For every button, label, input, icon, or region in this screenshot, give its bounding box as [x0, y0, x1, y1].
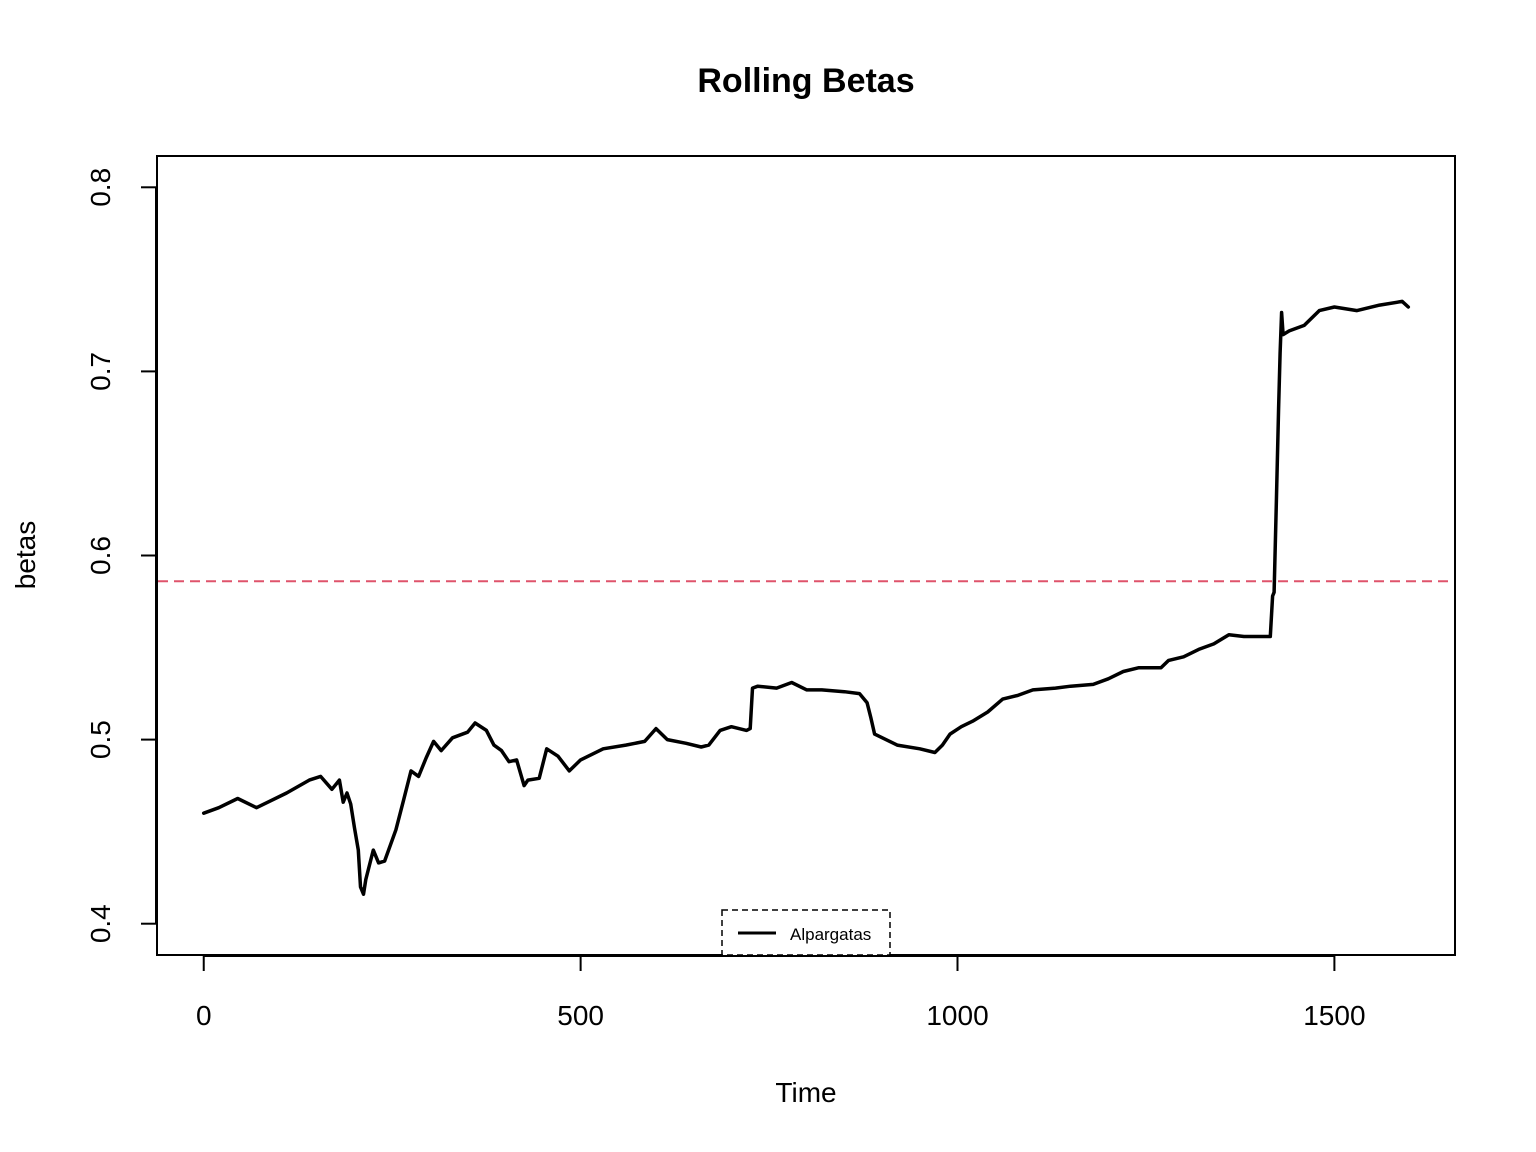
plot-frame: [156, 155, 1456, 956]
series-line-alpargatas: [201, 299, 1411, 896]
x-tick-label: 1000: [926, 1000, 988, 1031]
series-layer: [201, 299, 1411, 896]
x-tick-label: 0: [196, 1000, 212, 1031]
y-tick-label: 0.8: [85, 168, 116, 207]
x-tick-label: 500: [557, 1000, 604, 1031]
y-tick-label: 0.7: [85, 352, 116, 391]
x-axis-label: Time: [775, 1077, 836, 1108]
x-tick-label: 1500: [1303, 1000, 1365, 1031]
x-axis: 0 500 1000 1500: [196, 955, 1366, 1031]
y-tick-label: 0.5: [85, 720, 116, 759]
y-axis-label: betas: [10, 521, 41, 590]
y-tick-label: 0.6: [85, 536, 116, 575]
legend: Alpargatas: [721, 909, 891, 956]
y-axis: 0.4 0.5 0.6 0.7 0.8: [85, 168, 157, 943]
chart-title: Rolling Betas: [697, 62, 914, 100]
legend-entry-label: Alpargatas: [790, 925, 871, 944]
y-tick-label: 0.4: [85, 904, 116, 943]
